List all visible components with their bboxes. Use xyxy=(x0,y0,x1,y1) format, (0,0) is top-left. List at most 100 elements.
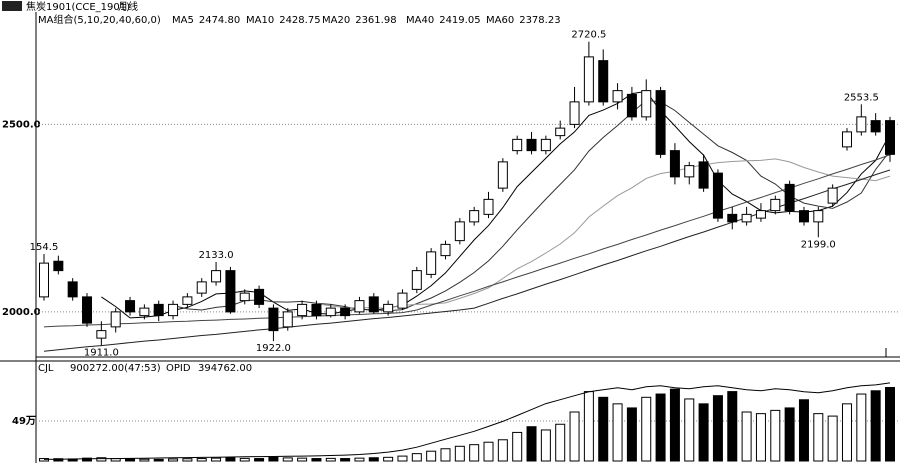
candle-body xyxy=(82,296,93,324)
volume-bar xyxy=(856,393,867,462)
volume-bar xyxy=(153,458,164,462)
legend-name: MA5 xyxy=(172,15,194,26)
legend-value: 2428.75 xyxy=(279,15,320,26)
volume-bar xyxy=(225,457,236,462)
candle-body xyxy=(311,303,322,317)
volume-bar xyxy=(569,411,580,462)
candle-body xyxy=(540,138,551,152)
ma-line xyxy=(43,154,891,328)
candle-body xyxy=(196,281,207,294)
low-label: 1922.0 xyxy=(256,343,291,354)
candle-body xyxy=(67,281,78,298)
candle-body xyxy=(368,296,379,313)
icon xyxy=(2,1,22,11)
volume-bar xyxy=(325,457,336,462)
volume-bar xyxy=(512,431,523,462)
volume-bar xyxy=(454,445,465,462)
volume-bar xyxy=(168,458,179,462)
legend-value: 2361.98 xyxy=(355,15,396,26)
indicator[interactable]: MA组合(5,10,20,40,60,0) xyxy=(38,13,161,26)
legend-name: MA60 xyxy=(486,15,514,26)
volume-bar xyxy=(712,395,723,462)
volume-bar xyxy=(196,458,207,462)
candle-body xyxy=(827,187,838,204)
volume-bar xyxy=(239,457,250,462)
volume-bar xyxy=(885,386,895,462)
volume-bar xyxy=(841,403,852,462)
candle-body xyxy=(440,243,451,257)
legend-value: 2419.05 xyxy=(439,15,480,26)
period[interactable]: 月线 xyxy=(118,0,138,13)
candle-body xyxy=(755,210,766,219)
candle-body xyxy=(139,307,150,317)
volume-bar xyxy=(440,448,451,462)
volume-bar xyxy=(82,457,93,462)
volume-bar xyxy=(798,399,809,462)
legend-entry: MA10 2428.75 xyxy=(246,15,321,26)
candle-body xyxy=(813,210,824,223)
volume-bar xyxy=(254,458,265,462)
volume-bar xyxy=(368,457,379,462)
candle-body xyxy=(39,262,49,298)
high-label: 2133.0 xyxy=(199,250,234,261)
volume-bar xyxy=(268,456,279,462)
candle-body xyxy=(555,127,566,137)
candle-body xyxy=(182,296,193,305)
volume-tick-label: 49万 xyxy=(12,415,36,427)
volume-bar xyxy=(669,388,680,462)
volume-bar xyxy=(698,403,709,462)
candle-body xyxy=(397,292,408,309)
volume-bar xyxy=(755,413,766,462)
candle-body xyxy=(96,330,107,339)
volume-bar xyxy=(555,423,566,462)
volume-bar xyxy=(770,409,781,462)
volume-bar xyxy=(383,456,394,462)
candle-body xyxy=(569,101,580,125)
legend-entry: MA40 2419.05 xyxy=(406,15,481,26)
volume-bar xyxy=(526,426,537,462)
volume-bar xyxy=(813,413,824,462)
y-tick-label: 2000.0 xyxy=(2,307,41,318)
legend-entry: MA5 2474.80 xyxy=(172,15,240,26)
candle-body xyxy=(741,213,752,223)
volume-bar xyxy=(282,457,293,462)
candle-body xyxy=(856,116,867,133)
volume-bar xyxy=(684,398,695,462)
volume-bar xyxy=(139,458,150,462)
candle-body xyxy=(426,251,437,275)
candle-body xyxy=(110,311,121,328)
candle-body xyxy=(53,260,64,272)
candle-body xyxy=(798,210,809,223)
oi-name: OPID xyxy=(166,363,191,374)
volume-bar xyxy=(583,391,594,462)
oi-value: 394762.00 xyxy=(198,363,252,374)
volume-bar xyxy=(469,444,480,462)
candle-body xyxy=(125,300,136,313)
legend-name: MA10 xyxy=(246,15,274,26)
candle-body xyxy=(885,120,895,155)
volume-bar xyxy=(211,457,222,462)
volume-bar xyxy=(354,457,365,462)
volume-bar xyxy=(655,393,666,462)
high-label: 2553.5 xyxy=(844,92,879,103)
candle-body xyxy=(469,210,480,223)
volume-bar xyxy=(598,396,609,462)
candle-body xyxy=(583,56,594,103)
candle-body xyxy=(297,303,308,317)
candle-body xyxy=(698,161,709,189)
candle-body xyxy=(655,90,666,155)
candle-body xyxy=(340,307,351,317)
low-label: 1911.0 xyxy=(84,347,119,358)
candle-body xyxy=(641,90,652,118)
volume-bar xyxy=(540,429,551,462)
volume-bar xyxy=(340,458,351,462)
volume-bar xyxy=(727,391,738,462)
legend-name: MA20 xyxy=(322,15,350,26)
candle-body xyxy=(354,300,365,313)
candle-body xyxy=(612,90,623,103)
candle-body xyxy=(712,172,723,219)
volume-bar xyxy=(483,441,494,462)
volume-bar xyxy=(497,439,508,462)
volume-bar xyxy=(612,403,623,462)
